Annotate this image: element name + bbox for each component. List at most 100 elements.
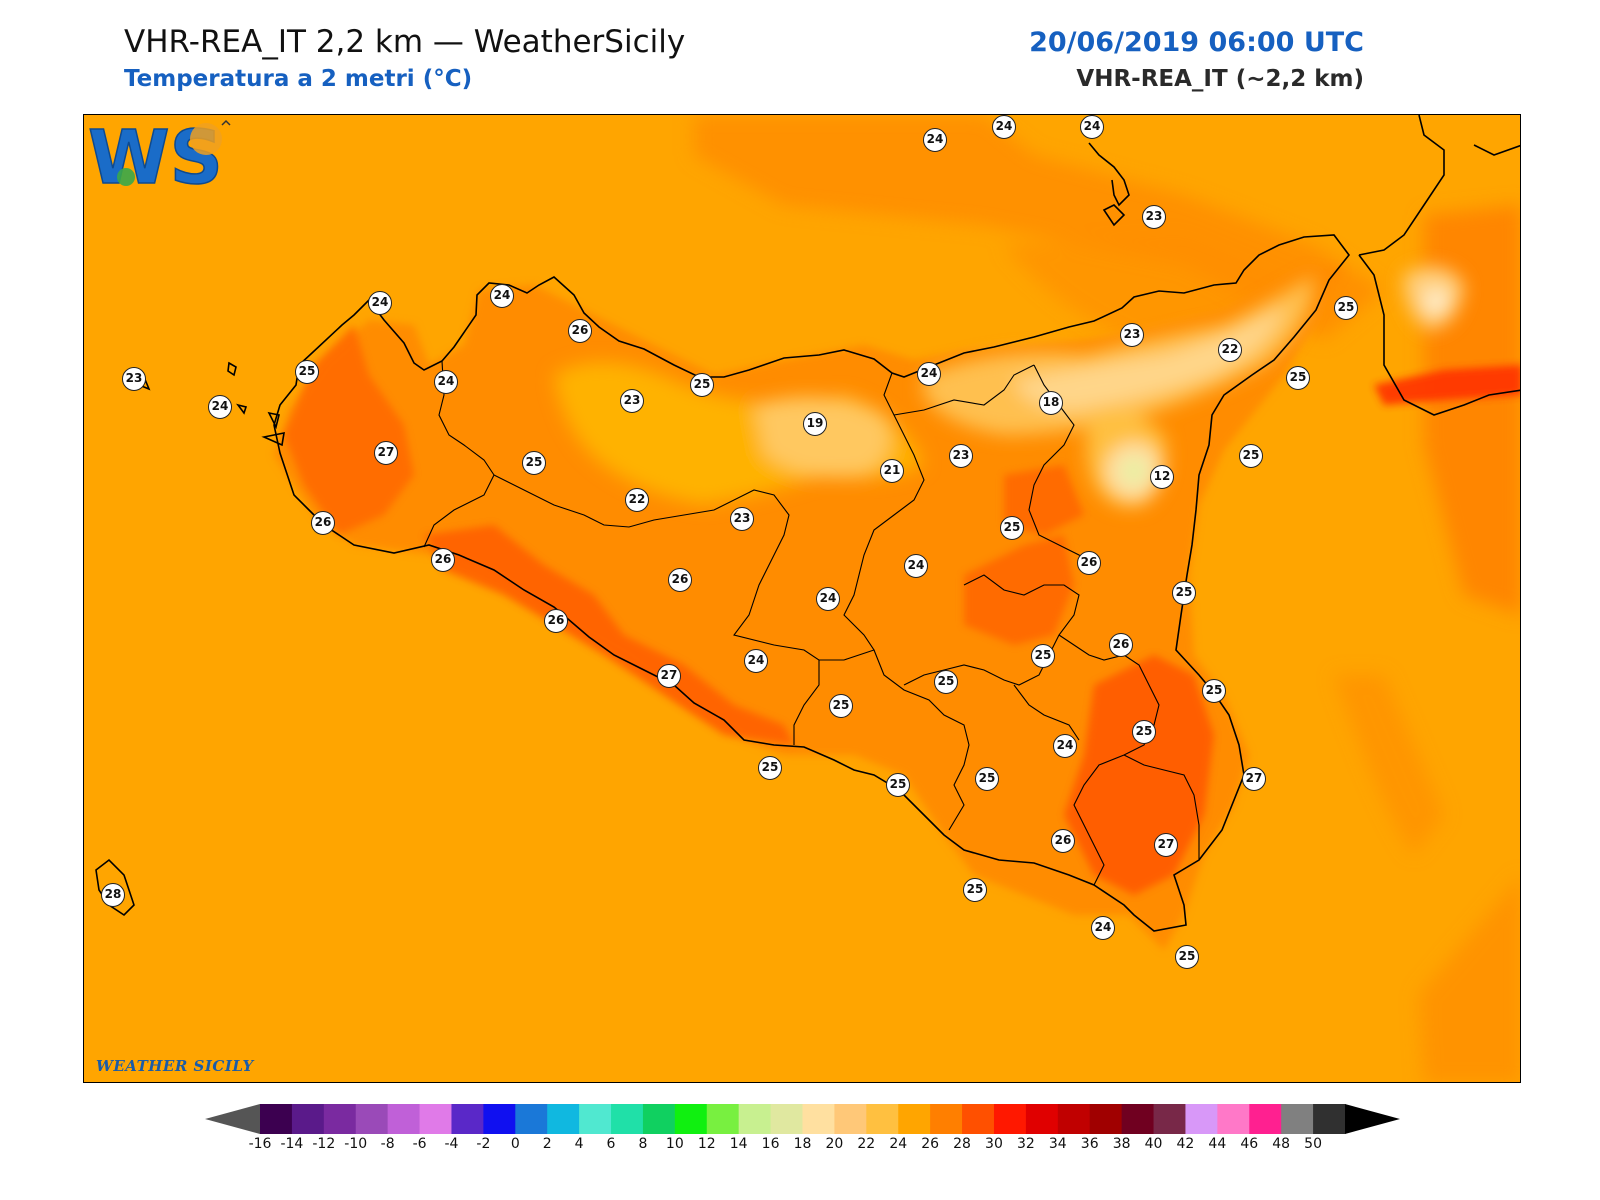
- station-value-marker: 25: [1172, 581, 1196, 605]
- colorbar-swatch: [451, 1104, 484, 1134]
- colorbar-tick-label: 24: [889, 1136, 908, 1152]
- forecast-datetime: 20/06/2019 06:00 UTC: [1029, 27, 1364, 58]
- station-value-marker: 25: [934, 670, 958, 694]
- colorbar-swatch: [1281, 1104, 1314, 1134]
- colorbar-swatch: [834, 1104, 867, 1134]
- colorbar-tick-label: 16: [761, 1136, 780, 1152]
- colorbar-swatch: [611, 1104, 644, 1134]
- colorbar-tick-label: 36: [1080, 1136, 1099, 1152]
- station-value-marker: 26: [544, 609, 568, 633]
- station-value-marker: 12: [1150, 465, 1174, 489]
- model-label: VHR-REA_IT (~2,2 km): [1076, 66, 1364, 92]
- colorbar-tick-labels: -16 -14 -12 -10 -8 -6 -4 -2 0 2 4 6 8 10 12 14 16 18 20 22 2…: [0, 1136, 1600, 1158]
- colorbar-swatch: [291, 1104, 325, 1134]
- colorbar-swatch: [770, 1104, 804, 1134]
- colorbar-tick-label: 10: [665, 1136, 684, 1152]
- colorbar-swatch: [323, 1104, 357, 1134]
- station-value-marker: 24: [368, 291, 392, 315]
- station-value-marker: 27: [374, 441, 398, 465]
- station-value-marker: 25: [1334, 296, 1358, 320]
- page-title: VHR-REA_IT 2,2 km — WeatherSicily: [124, 24, 686, 60]
- colorbar-tick-label: 30: [985, 1136, 1003, 1152]
- station-value-marker: 27: [657, 664, 681, 688]
- station-value-marker: 24: [904, 554, 928, 578]
- station-value-marker: 25: [1175, 945, 1199, 969]
- colorbar-swatch: [1313, 1104, 1346, 1134]
- colorbar-swatch: [738, 1104, 772, 1134]
- colorbar-tick-label: 42: [1176, 1136, 1195, 1152]
- colorbar-tick-label: -12: [312, 1136, 336, 1152]
- temperature-colorbar: [205, 1104, 1400, 1134]
- station-value-marker: 26: [568, 319, 592, 343]
- colorbar-tick-label: 6: [606, 1136, 616, 1152]
- colorbar-tick-label: 50: [1304, 1136, 1322, 1152]
- station-value-marker: 25: [1031, 644, 1055, 668]
- station-value-marker: 26: [668, 568, 692, 592]
- colorbar-swatch: [515, 1104, 548, 1134]
- colorbar-tick-label: 2: [542, 1136, 552, 1152]
- station-value-marker: 25: [1202, 679, 1226, 703]
- station-value-marker: 25: [1239, 444, 1263, 468]
- station-value-marker: 24: [917, 362, 941, 386]
- colorbar-swatch: [1089, 1104, 1123, 1134]
- colorbar-swatch: [993, 1104, 1027, 1134]
- station-value-marker: 25: [886, 773, 910, 797]
- station-value-marker: 25: [963, 878, 987, 902]
- colorbar-tick-label: 8: [638, 1136, 648, 1152]
- colorbar-tick-label: 12: [697, 1136, 716, 1152]
- station-value-marker: 24: [434, 370, 458, 394]
- colorbar-tick-label: 0: [510, 1136, 520, 1152]
- station-value-marker: 24: [490, 284, 514, 308]
- colorbar-tick-label: 38: [1112, 1136, 1131, 1152]
- station-value-marker: 26: [311, 511, 335, 535]
- colorbar-tick-label: 40: [1144, 1136, 1163, 1152]
- weather-sicily-logo: WS: [87, 115, 231, 202]
- colorbar-swatch: [642, 1104, 676, 1134]
- station-value-marker: 21: [880, 459, 904, 483]
- temperature-map[interactable]: 24 24 24 23 24 24 26 25 24 23 24 23 25 19 24 23 22 25 25 18…: [83, 114, 1521, 1083]
- colorbar-tick-label: -6: [412, 1136, 427, 1152]
- colorbar-swatch: [483, 1104, 516, 1134]
- colorbar-tick-label: 18: [793, 1136, 812, 1152]
- colorbar-swatch: [387, 1104, 421, 1134]
- colorbar-min-extend: [205, 1104, 260, 1134]
- station-value-marker: 27: [1242, 767, 1266, 791]
- station-value-marker: 24: [992, 115, 1016, 139]
- colorbar-swatch: [802, 1104, 836, 1134]
- colorbar-tick-label: 4: [574, 1136, 584, 1152]
- station-value-marker: 19: [803, 412, 827, 436]
- station-value-marker: 23: [1142, 205, 1166, 229]
- colorbar-tick-label: 34: [1048, 1136, 1067, 1152]
- station-value-marker: 22: [625, 488, 649, 512]
- colorbar-swatch: [260, 1104, 293, 1134]
- colorbar-tick-label: 44: [1208, 1136, 1227, 1152]
- colorbar-tick-label: 20: [825, 1136, 844, 1152]
- station-value-marker: 24: [816, 587, 840, 611]
- station-value-marker: 27: [1154, 833, 1178, 857]
- station-value-marker: 25: [1286, 366, 1310, 390]
- colorbar-swatch: [1185, 1104, 1218, 1134]
- station-value-marker: 26: [1077, 551, 1101, 575]
- colorbar-tick-label: -14: [280, 1136, 304, 1152]
- colorbar-tick-label: -16: [248, 1136, 272, 1152]
- station-value-marker: 28: [101, 883, 125, 907]
- station-value-marker: 25: [1132, 720, 1156, 744]
- colorbar-swatch: [1025, 1104, 1059, 1134]
- station-value-marker: 23: [122, 367, 146, 391]
- station-value-marker: 24: [1091, 916, 1115, 940]
- station-value-marker: 25: [1000, 516, 1024, 540]
- colorbar-swatch: [547, 1104, 580, 1134]
- colorbar-swatch: [1121, 1104, 1155, 1134]
- colorbar-tick-label: 46: [1240, 1136, 1259, 1152]
- colorbar-tick-label: 32: [1016, 1136, 1035, 1152]
- colorbar-swatch: [1153, 1104, 1187, 1134]
- colorbar-swatch: [355, 1104, 389, 1134]
- colorbar-swatch: [1249, 1104, 1282, 1134]
- station-value-marker: 25: [295, 360, 319, 384]
- colorbar-swatch: [866, 1104, 899, 1134]
- station-value-marker: 24: [208, 395, 232, 419]
- variable-subtitle: Temperatura a 2 metri (°C): [124, 66, 473, 92]
- colorbar-swatch: [706, 1104, 740, 1134]
- station-value-marker: 23: [1120, 323, 1144, 347]
- station-values-layer: 24 24 24 23 24 24 26 25 24 23 24 23 25 19 24 23 22 25 25 18…: [84, 115, 1520, 1082]
